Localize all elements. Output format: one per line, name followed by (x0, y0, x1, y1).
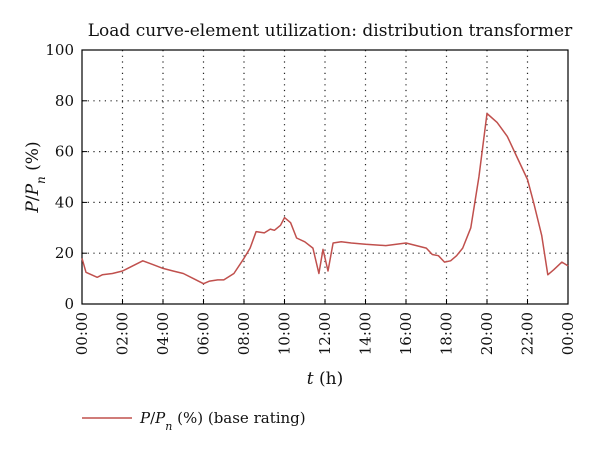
legend: P/Pn (%) (base rating) (82, 409, 306, 433)
y-tick-label: 40 (55, 193, 74, 211)
chart-title: Load curve-element utilization: distribu… (88, 21, 573, 41)
y-tick-label: 20 (55, 244, 74, 262)
y-tick-label: 100 (45, 41, 74, 59)
y-tick-label: 80 (55, 92, 74, 110)
x-tick-label: 16:00 (397, 312, 415, 355)
legend-label: P/Pn (%) (base rating) (139, 409, 306, 433)
x-tick-label: 20:00 (478, 312, 496, 355)
x-tick-label: 10:00 (276, 312, 294, 355)
series-group (81, 112, 569, 285)
x-tick-label: 22:00 (519, 312, 537, 355)
x-tick-label: 00:00 (559, 312, 577, 355)
x-tick-label: 04:00 (154, 312, 172, 355)
series-line (81, 112, 569, 285)
x-tick-label: 12:00 (316, 312, 334, 355)
x-tick-label: 08:00 (235, 312, 253, 355)
axis-ticks: 00:00 02:00 04:00 06:00 08:00 10:00 12:00 14:00… (45, 41, 577, 355)
y-tick-label: 60 (55, 143, 74, 161)
x-tick-label: 02:00 (114, 312, 132, 355)
x-tick-label: 06:00 (195, 312, 213, 355)
x-tick-label: 00:00 (73, 312, 91, 355)
x-axis-label: t (h) (307, 369, 343, 389)
x-tick-label: 18:00 (438, 312, 456, 355)
y-axis-label: P/Pn (%) (23, 141, 48, 213)
y-tick-label: 0 (64, 295, 74, 313)
x-tick-label: 14:00 (357, 312, 375, 355)
grid-lines (82, 50, 568, 304)
